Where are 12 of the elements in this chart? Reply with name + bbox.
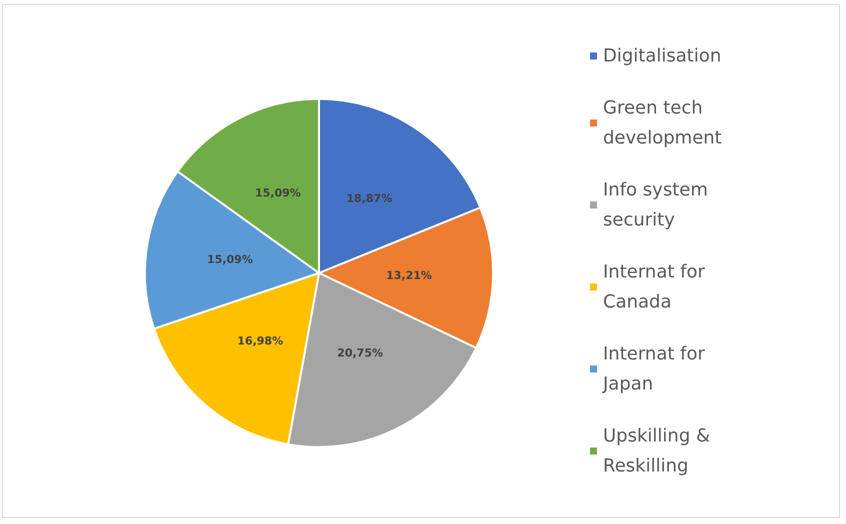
legend-label: Internat for Japan (602, 344, 711, 394)
data-label: 18,87% (346, 192, 392, 205)
legend-label: Digitalisation (603, 46, 722, 66)
data-label: 13,21% (386, 269, 432, 282)
legend-label: Internat for Canada (603, 262, 711, 312)
legend-label: Info system security (603, 180, 714, 230)
data-label: 20,75% (337, 346, 383, 360)
data-label: 15,09% (254, 186, 301, 200)
data-label: 15,09% (207, 253, 253, 266)
legend-label: Upskilling & Reskilling (603, 426, 716, 476)
legend-label: Green tech development (603, 98, 722, 148)
data-label: 16,98% (237, 334, 284, 348)
